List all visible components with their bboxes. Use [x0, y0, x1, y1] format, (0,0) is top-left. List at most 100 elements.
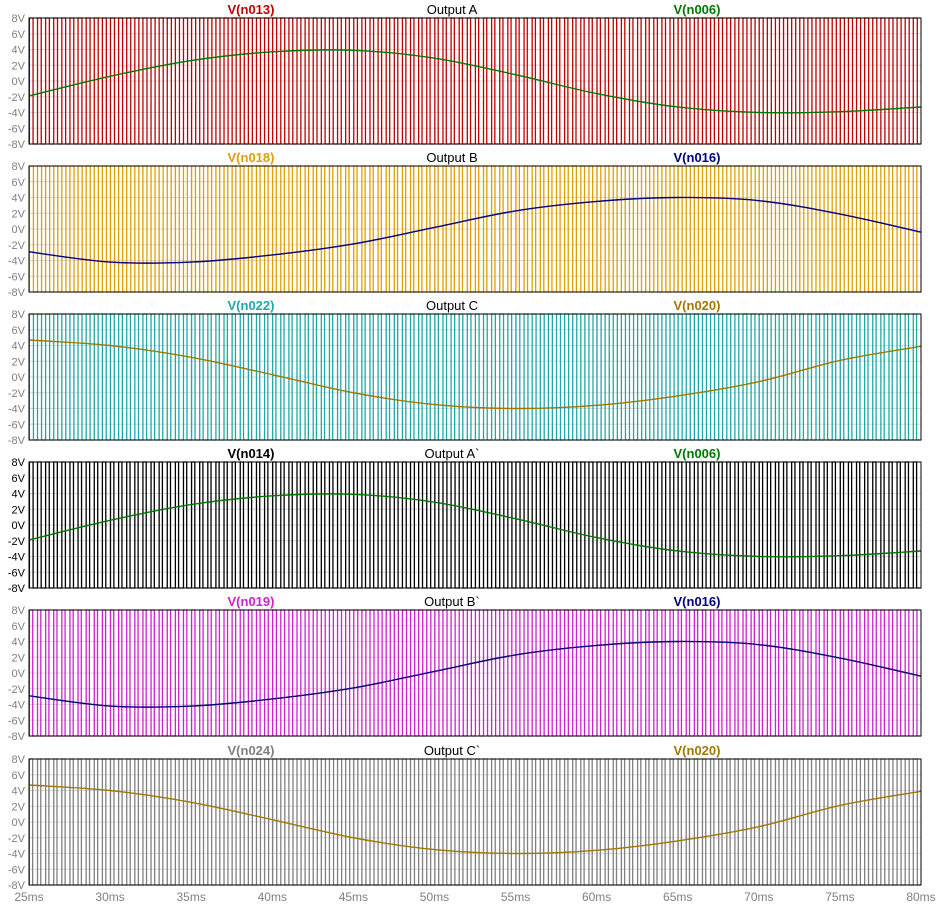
series-modulating-sine [28, 640, 922, 708]
y-tick-label: 4V [12, 489, 26, 501]
series-pwm-wave [28, 461, 921, 589]
y-tick-label: -6V [8, 123, 26, 135]
y-tick-label: -8V [8, 287, 26, 299]
x-tick-label: 75ms [825, 890, 854, 904]
y-tick-label: -4V [8, 256, 26, 268]
y-tick-label: -2V [8, 684, 26, 696]
panel-title: Output C` [424, 743, 480, 758]
x-tick-label: 65ms [663, 890, 692, 904]
panel-title: Output B [426, 150, 477, 165]
y-tick-label: -8V [8, 731, 26, 743]
series-pwm-wave [28, 17, 921, 145]
plot-frame [28, 165, 922, 293]
y-tick-label: -2V [8, 92, 26, 104]
x-tick-label: 60ms [582, 890, 611, 904]
x-tick-label: 35ms [177, 890, 206, 904]
y-tick-label: -2V [8, 240, 26, 252]
y-tick-label: -4V [8, 849, 26, 861]
panel-title: Output A` [425, 446, 480, 461]
y-tick-label: -4V [8, 108, 26, 120]
y-tick-label: -6V [8, 715, 26, 727]
y-tick-label: 2V [12, 208, 26, 220]
y-tick-label: 0V [12, 520, 26, 532]
y-tick-label: -2V [8, 833, 26, 845]
y-tick-label: 4V [12, 637, 26, 649]
legend-label-sine: V(n016) [674, 150, 721, 165]
series-modulating-sine [28, 493, 922, 558]
y-tick-label: 6V [12, 325, 26, 337]
y-tick-label: 0V [12, 76, 26, 88]
y-tick-label: -2V [8, 536, 26, 548]
panel-5: 8V 6V 4V 2V 0V -2V -4V -6V -8V Output B` V(n019) V(… [8, 594, 922, 743]
legend-label-sine: V(n020) [674, 743, 721, 758]
legend-label-sine: V(n006) [674, 446, 721, 461]
series-modulating-sine [28, 339, 922, 410]
x-tick-label: 70ms [744, 890, 773, 904]
x-tick-label: 45ms [339, 890, 368, 904]
panel-6: 8V 6V 4V 2V 0V -2V -4V -6V -8V Output C` V(n024) V(… [8, 743, 922, 892]
y-tick-label: -8V [8, 880, 26, 892]
panel-3: 8V 6V 4V 2V 0V -2V -4V -6V -8V Output C V(n022) V(n… [8, 298, 922, 447]
legend-label-pwm: V(n019) [228, 594, 275, 609]
y-tick-label: 6V [12, 177, 26, 189]
plot-frame [28, 609, 922, 737]
legend-label-pwm: V(n014) [228, 446, 275, 461]
x-tick-label: 40ms [258, 890, 287, 904]
y-tick-label: -8V [8, 435, 26, 447]
legend-label-sine: V(n020) [674, 298, 721, 313]
y-tick-label: -8V [8, 583, 26, 595]
legend-label-pwm: V(n013) [228, 2, 275, 17]
plot-frame [28, 461, 922, 589]
y-tick-label: -4V [8, 404, 26, 416]
y-tick-label: 2V [12, 504, 26, 516]
series-modulating-sine [28, 784, 922, 855]
y-tick-label: 4V [12, 786, 26, 798]
y-tick-label: -4V [8, 700, 26, 712]
x-tick-label: 25ms [14, 890, 43, 904]
y-tick-label: 8V [12, 754, 26, 766]
legend-label-pwm: V(n022) [228, 298, 275, 313]
panel-title: Output B` [424, 594, 480, 609]
legend-label-sine: V(n016) [674, 594, 721, 609]
x-tick-label: 30ms [95, 890, 124, 904]
panel-title: Output C [426, 298, 478, 313]
y-tick-label: 0V [12, 372, 26, 384]
y-tick-label: 2V [12, 356, 26, 368]
y-tick-label: 8V [12, 309, 26, 321]
y-tick-label: 0V [12, 817, 26, 829]
y-tick-label: 6V [12, 621, 26, 633]
series-pwm-wave [28, 609, 921, 737]
legend-label-pwm: V(n024) [228, 743, 275, 758]
series-pwm-wave [28, 313, 921, 441]
y-tick-label: -4V [8, 552, 26, 564]
y-tick-label: 8V [12, 605, 26, 617]
y-tick-label: 0V [12, 668, 26, 680]
series-modulating-sine [28, 49, 922, 114]
plot-frame [28, 758, 922, 886]
series-modulating-sine [28, 196, 922, 264]
panel-2: 8V 6V 4V 2V 0V -2V -4V -6V -8V Output B V(n018) V(n… [8, 150, 922, 299]
x-tick-label: 80ms [906, 890, 935, 904]
y-tick-label: -6V [8, 567, 26, 579]
y-tick-label: 2V [12, 652, 26, 664]
x-tick-label: 55ms [501, 890, 530, 904]
y-tick-label: -2V [8, 388, 26, 400]
series-pwm-wave [28, 758, 921, 886]
y-tick-label: 2V [12, 60, 26, 72]
y-tick-label: 6V [12, 29, 26, 41]
y-tick-label: 8V [12, 457, 26, 469]
y-tick-label: 0V [12, 224, 26, 236]
panel-title: Output A [427, 2, 478, 17]
y-tick-label: -6V [8, 864, 26, 876]
plot-frame [28, 313, 922, 441]
y-tick-label: -6V [8, 271, 26, 283]
y-tick-label: 4V [12, 341, 26, 353]
y-tick-label: 4V [12, 193, 26, 205]
y-tick-label: 4V [12, 45, 26, 57]
y-tick-label: -8V [8, 139, 26, 151]
series-pwm-wave [28, 165, 921, 293]
legend-label-sine: V(n006) [674, 2, 721, 17]
panel-4: 8V 6V 4V 2V 0V -2V -4V -6V -8V Output A` V(n014) V(… [8, 446, 922, 595]
